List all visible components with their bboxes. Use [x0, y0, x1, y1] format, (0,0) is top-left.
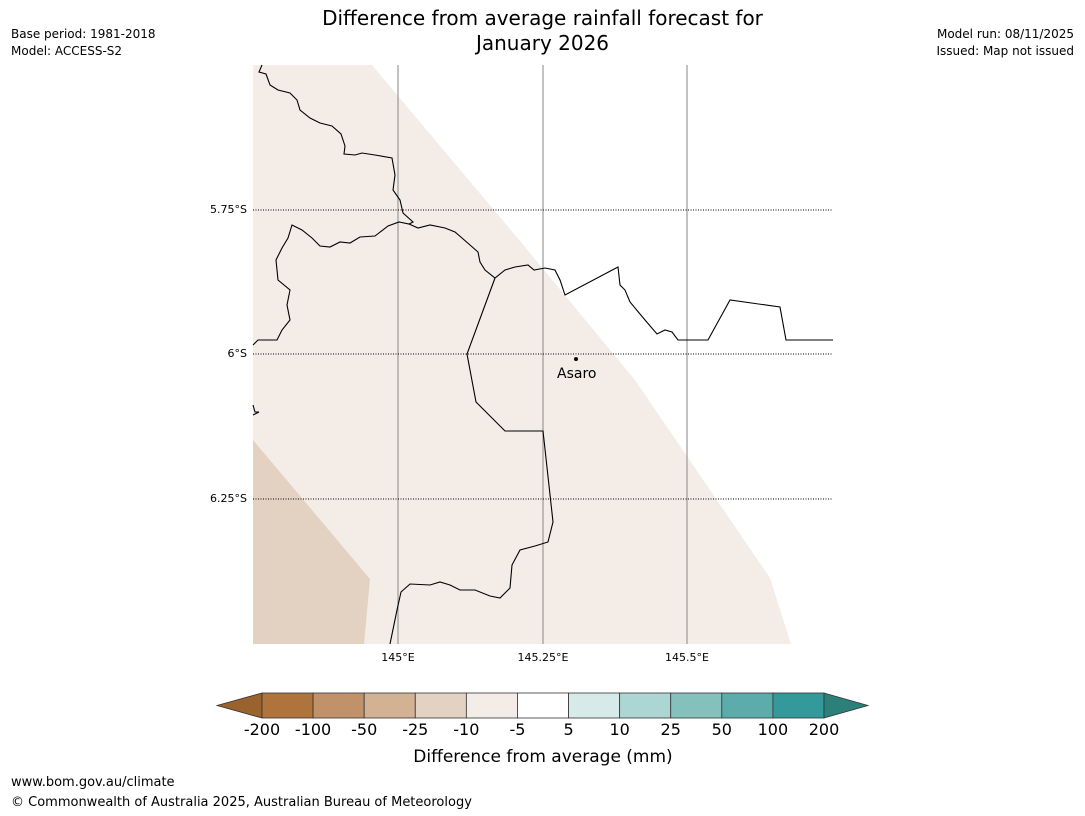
- colorbar-swatch: [517, 692, 569, 719]
- colorbar-tick-label: -5: [509, 720, 525, 739]
- colorbar-tick-label: 5: [563, 720, 573, 739]
- colorbar-tick-label: 25: [661, 720, 681, 739]
- boundary-line-central: [408, 223, 833, 341]
- colorbar-swatch: [261, 692, 314, 719]
- colorbar-title: Difference from average (mm): [413, 747, 672, 767]
- colorbar-tick-label: 200: [809, 720, 840, 739]
- colorbar-tick-label: 10: [609, 720, 629, 739]
- base-period-text: Base period: 1981-2018: [11, 27, 156, 41]
- meta-right: Model run: 08/11/2025 Issued: Map not is…: [936, 26, 1074, 60]
- colorbar-tick-label: 100: [758, 720, 789, 739]
- longitude-label: 145.25°E: [518, 651, 569, 664]
- colorbar-tick-label: -10: [453, 720, 479, 739]
- boundary-line-province: [389, 277, 554, 645]
- colorbar-extend-low: [215, 692, 263, 719]
- colorbar-swatch: [619, 692, 672, 719]
- colorbar-swatch: [312, 692, 365, 719]
- colorbar: -200 -100 -50 -25 -10 -5 5 10 25 50 100 200: [215, 692, 870, 739]
- title-line-2: January 2026: [475, 31, 610, 55]
- town-label-asaro: Asaro: [557, 366, 596, 382]
- colorbar-swatch: [721, 692, 774, 719]
- colorbar-tick-label: 50: [712, 720, 732, 739]
- footer-url: www.bom.gov.au/climate: [11, 775, 175, 790]
- map-title: Difference from average rainfall forecas…: [250, 6, 835, 56]
- issued-text: Issued: Map not issued: [936, 44, 1074, 58]
- colorbar-swatch: [772, 692, 825, 719]
- colorbar-tick-label: -50: [351, 720, 377, 739]
- boundary-line-west-fragment: [252, 404, 260, 416]
- colorbar-tick-label: -100: [295, 720, 331, 739]
- colorbar-swatch: [670, 692, 723, 719]
- meta-left: Base period: 1981-2018 Model: ACCESS-S2: [11, 26, 156, 60]
- longitude-label: 145.5°E: [665, 651, 709, 664]
- footer-copyright: © Commonwealth of Australia 2025, Austra…: [11, 795, 472, 810]
- colorbar-swatch: [465, 692, 518, 719]
- colorbar-swatch: [414, 692, 467, 719]
- model-text: Model: ACCESS-S2: [11, 44, 123, 58]
- title-line-1: Difference from average rainfall forecas…: [322, 6, 763, 30]
- latitude-label: 5.75°S: [210, 203, 247, 216]
- model-run-text: Model run: 08/11/2025: [936, 27, 1074, 41]
- boundary-line-north: [252, 64, 414, 346]
- colorbar-swatch: [568, 692, 621, 719]
- longitude-label: 145°E: [381, 651, 414, 664]
- latitude-label: 6.25°S: [210, 492, 247, 505]
- colorbar-tick-label: -200: [244, 720, 280, 739]
- fill-region-medium: [253, 440, 370, 644]
- colorbar-extend-high: [823, 692, 870, 719]
- town-marker-asaro: [574, 357, 578, 361]
- colorbar-tick-label: -25: [402, 720, 428, 739]
- colorbar-swatch: [363, 692, 416, 719]
- latitude-label: 6°S: [228, 347, 247, 360]
